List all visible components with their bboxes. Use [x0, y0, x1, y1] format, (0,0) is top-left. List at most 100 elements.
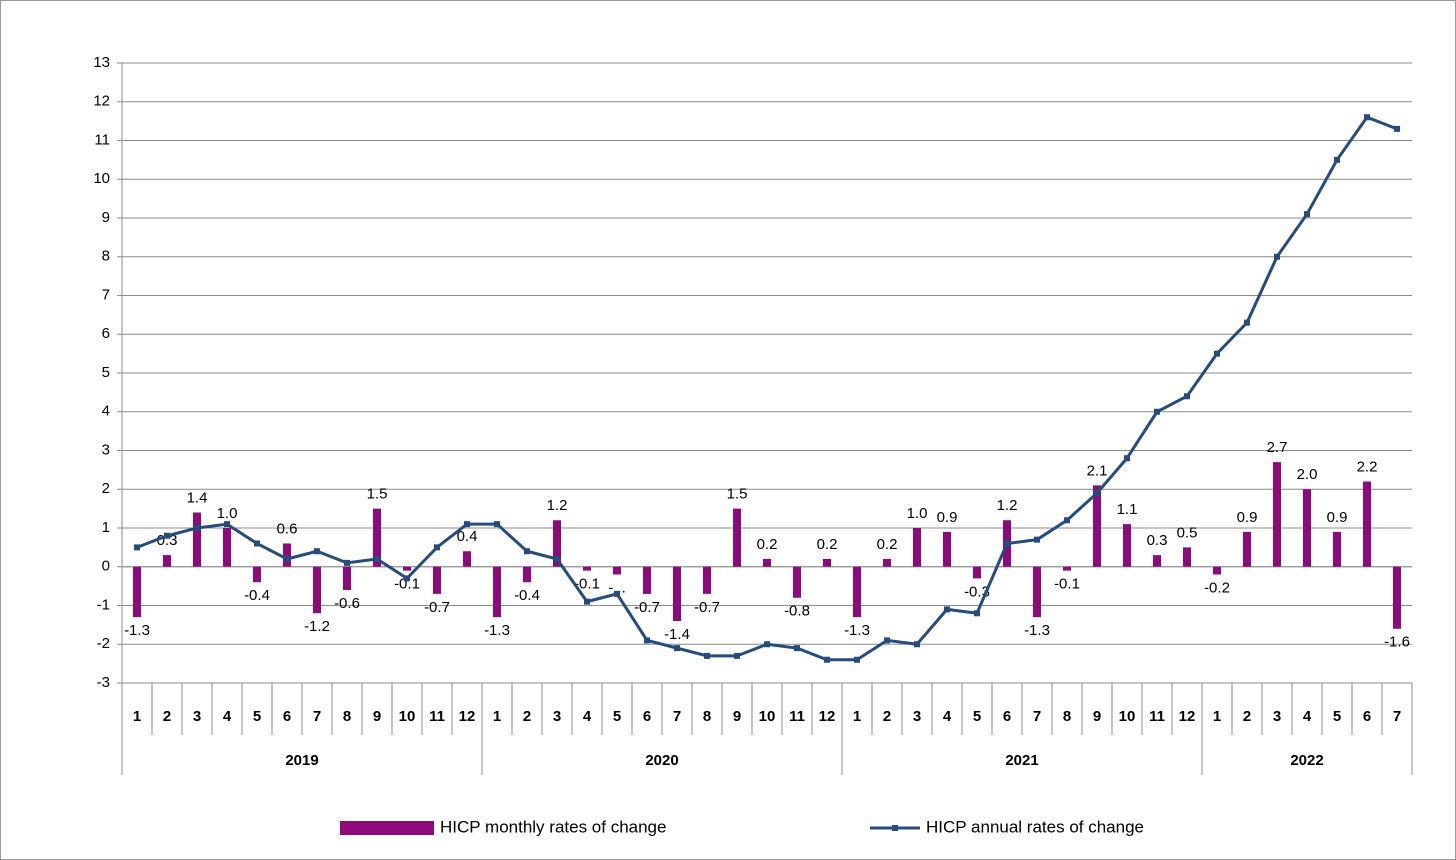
line-marker: [494, 521, 500, 528]
data-label: -0.4: [244, 587, 270, 604]
data-label: 0.9: [1327, 509, 1348, 526]
bar: [1363, 481, 1371, 567]
data-label: 1.5: [367, 486, 388, 503]
line-marker: [974, 610, 980, 617]
group-label: 2019: [285, 752, 318, 769]
bar: [973, 566, 981, 579]
line-marker: [764, 641, 770, 648]
line-marker: [1244, 319, 1250, 326]
data-label: 0.9: [1237, 509, 1258, 526]
y-tick-label: 12: [93, 93, 110, 110]
data-label: 2.2: [1357, 458, 1378, 475]
bar: [283, 543, 291, 567]
data-label: 1.0: [907, 505, 928, 522]
bar: [793, 566, 801, 598]
y-tick-label: 5: [102, 364, 110, 381]
line-marker: [284, 556, 290, 562]
legend-label: HICP monthly rates of change: [440, 817, 666, 836]
bar: [1213, 566, 1221, 575]
x-tick-label: 8: [1063, 708, 1071, 725]
legend-swatch: [340, 821, 434, 835]
x-tick-label: 9: [1093, 708, 1101, 725]
x-tick-label: 1: [493, 708, 501, 725]
line-marker: [644, 637, 650, 644]
line-marker: [734, 652, 740, 659]
line-marker: [404, 575, 410, 582]
y-tick-label: 13: [93, 54, 110, 71]
data-label: -0.7: [694, 599, 720, 616]
data-label: -0.8: [784, 603, 810, 620]
legend-swatch: [892, 825, 898, 831]
line-marker: [1094, 490, 1100, 497]
x-tick-label: 6: [1363, 708, 1371, 725]
x-tick-label: 5: [1333, 708, 1341, 725]
bar: [613, 566, 621, 575]
data-label: 1.1: [1117, 501, 1138, 518]
y-tick-label: 4: [102, 403, 110, 420]
data-label: -1.3: [484, 622, 510, 639]
data-label: 1.0: [217, 505, 238, 522]
x-tick-label: 9: [373, 708, 381, 725]
x-tick-label: 1: [133, 708, 141, 725]
data-label: -1.3: [844, 622, 870, 639]
line-marker: [1394, 125, 1400, 132]
data-label: 0.6: [277, 520, 298, 537]
bar: [373, 508, 381, 567]
bar: [1123, 524, 1131, 567]
data-label: 0.2: [817, 536, 838, 553]
y-tick-label: 10: [93, 170, 110, 187]
line-marker: [854, 656, 860, 663]
x-tick-label: 5: [613, 708, 621, 725]
bar: [463, 551, 471, 567]
bar: [1303, 489, 1311, 567]
data-label: 0.5: [1177, 524, 1198, 541]
data-label: -1.6: [1384, 634, 1410, 651]
line-marker: [1364, 114, 1370, 121]
data-label: 2.1: [1087, 462, 1108, 479]
bar: [313, 566, 321, 614]
line-marker: [194, 525, 200, 531]
x-tick-label: 4: [1303, 708, 1312, 725]
y-tick-label: 9: [102, 209, 110, 226]
data-label: 1.4: [187, 489, 208, 506]
line-marker: [1064, 517, 1070, 524]
bar: [553, 520, 561, 567]
x-tick-label: 4: [583, 708, 592, 725]
bar: [253, 566, 261, 583]
data-label: -1.2: [304, 618, 330, 635]
bar: [403, 566, 411, 571]
x-tick-label: 7: [1393, 708, 1401, 725]
bar: [1153, 555, 1161, 567]
line-marker: [944, 606, 950, 613]
y-tick-label: 3: [102, 441, 110, 458]
data-label: -...: [608, 579, 626, 596]
y-tick-label: 1: [102, 519, 110, 536]
x-tick-label: 7: [673, 708, 681, 725]
bar: [673, 566, 681, 621]
line-marker: [224, 521, 230, 528]
data-label: -0.1: [574, 576, 600, 593]
group-label: 2022: [1290, 752, 1323, 769]
data-label: 0.9: [937, 509, 958, 526]
y-tick-label: 6: [102, 325, 110, 342]
bar: [823, 559, 831, 567]
x-tick-label: 10: [759, 708, 776, 725]
data-label: -0.6: [334, 595, 360, 612]
bar: [493, 566, 501, 618]
data-label: -0.4: [514, 587, 540, 604]
bar: [223, 528, 231, 567]
data-label: 1.5: [727, 486, 748, 503]
bar: [583, 566, 591, 571]
x-tick-label: 7: [1033, 708, 1041, 725]
line-marker: [824, 656, 830, 663]
data-label: -0.1: [1054, 576, 1080, 593]
data-label: -0.7: [634, 599, 660, 616]
bar: [943, 531, 951, 567]
data-label: -1.4: [664, 626, 690, 643]
x-tick-label: 10: [1119, 708, 1136, 725]
line-marker: [1124, 455, 1130, 462]
x-tick-label: 6: [1003, 708, 1011, 725]
data-label: 0.4: [457, 528, 478, 545]
